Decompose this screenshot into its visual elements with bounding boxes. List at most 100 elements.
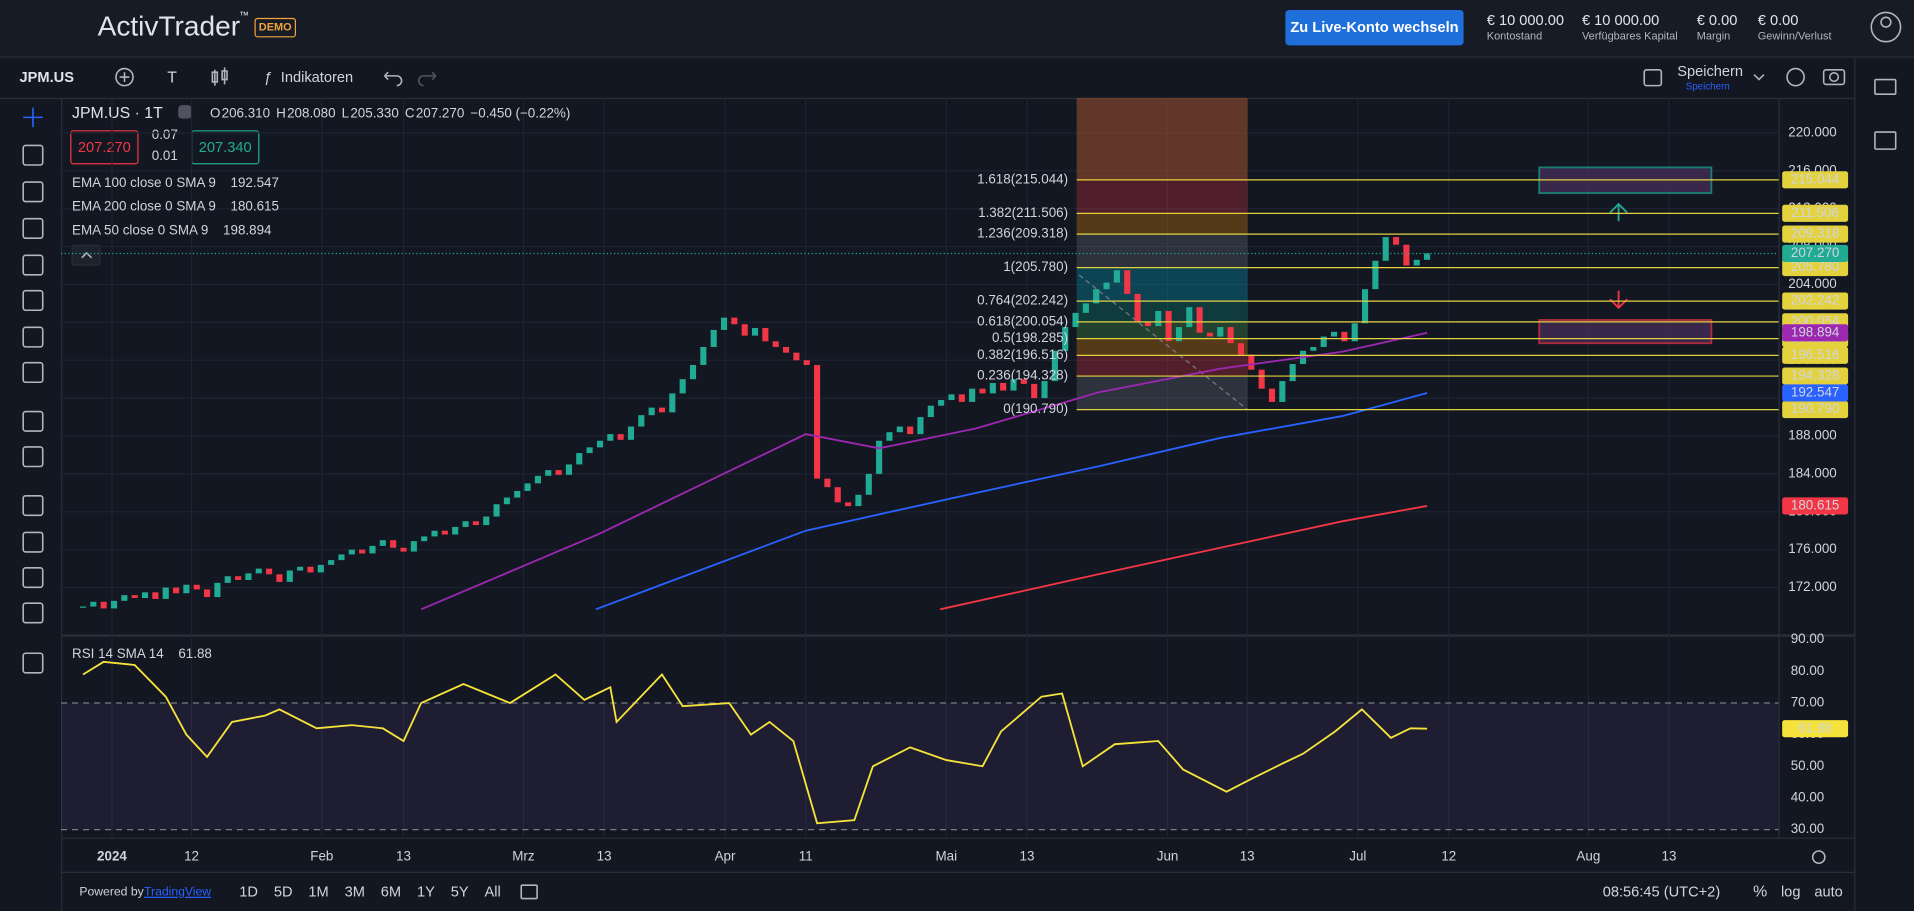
undo[interactable]	[383, 71, 403, 87]
sell-price[interactable]: 207.270	[78, 140, 131, 156]
up-arrow	[1609, 202, 1628, 222]
tool-button[interactable]	[22, 567, 44, 589]
tool-button[interactable]	[22, 181, 44, 203]
tool-button[interactable]	[22, 289, 44, 312]
price-marker	[1782, 171, 1849, 189]
range-button[interactable]: 1M	[308, 884, 328, 900]
range-button[interactable]: 1D	[239, 884, 258, 900]
tool-button[interactable]	[22, 494, 44, 517]
log-toggle[interactable]: log	[1781, 884, 1801, 900]
symbol[interactable]: JPM.US	[20, 70, 75, 86]
ohlc-value: 207.270	[416, 105, 464, 120]
price-marker	[1782, 346, 1849, 364]
provider-link[interactable]: TradingView	[144, 885, 211, 899]
range-button[interactable]: 5D	[274, 884, 293, 900]
tool-button[interactable]	[22, 602, 44, 624]
tool-button[interactable]	[22, 144, 44, 166]
rsi-name: RSI 14 SMA 14	[72, 646, 164, 661]
range-button[interactable]: 5Y	[451, 884, 469, 900]
tool-button[interactable]	[22, 326, 44, 348]
fib-band	[1076, 321, 1248, 339]
powered-by: Powered by	[79, 885, 144, 899]
live-button[interactable]	[1285, 9, 1464, 46]
screenshot[interactable]	[1822, 68, 1846, 86]
candle	[607, 434, 614, 441]
tool-button[interactable]	[22, 361, 44, 384]
y-tick-label: 220.000	[1788, 124, 1836, 139]
badge: DEMO	[259, 22, 292, 34]
candle	[100, 601, 107, 609]
tool-button[interactable]	[22, 446, 44, 468]
candle	[896, 426, 903, 433]
candle	[845, 502, 852, 507]
auto-toggle[interactable]: auto	[1814, 884, 1842, 900]
tool-icon	[22, 602, 44, 624]
indicators[interactable]: Indikatoren	[281, 70, 353, 86]
range-button[interactable]: All	[485, 884, 501, 900]
price-marker-label: 205.780	[1791, 259, 1839, 274]
x-tick-label: 12	[1441, 849, 1456, 864]
ohlc-key: O	[210, 105, 220, 120]
candle	[1424, 253, 1431, 260]
range-button[interactable]: 1Y	[417, 884, 435, 900]
price-marker	[1782, 384, 1849, 402]
axis-settings[interactable]	[1811, 850, 1826, 864]
price-marker	[1782, 497, 1849, 515]
candle	[1320, 336, 1327, 347]
x-tick-label: 13	[1019, 849, 1034, 864]
price-marker-label: 61.88	[1798, 720, 1832, 735]
x-tick-label: 13	[396, 849, 411, 864]
candle	[865, 473, 872, 495]
tool-button[interactable]	[22, 652, 44, 674]
save[interactable]: Speichern	[1677, 64, 1743, 80]
tool-button[interactable]	[22, 410, 44, 432]
fib-label: 1(205.780)	[1003, 259, 1068, 274]
candle	[317, 564, 324, 573]
ema-line	[420, 331, 1428, 611]
tool-button[interactable]	[22, 531, 44, 553]
chart-type[interactable]	[211, 67, 228, 86]
candle	[1113, 270, 1120, 283]
tool-button[interactable]	[22, 217, 44, 240]
rsi-tick-label: 50.00	[1791, 758, 1825, 773]
redo[interactable]	[417, 71, 437, 87]
live-button-label[interactable]: Zu Live-Konto wechseln	[1290, 20, 1458, 36]
candle	[658, 407, 666, 413]
avatar[interactable]	[1870, 11, 1902, 43]
price-marker	[1782, 292, 1849, 310]
ema-line	[595, 392, 1428, 611]
fib-trend	[1078, 274, 1248, 411]
tool-icon	[22, 217, 44, 240]
candle	[1217, 327, 1224, 337]
collapse-legend[interactable]	[71, 244, 101, 266]
legend-toggle[interactable]	[178, 105, 192, 119]
range-button[interactable]: 6M	[381, 884, 401, 900]
fib-label: 0.236(194.328)	[977, 368, 1068, 383]
buy-price[interactable]: 207.340	[199, 140, 252, 156]
text-tool[interactable]: T	[167, 70, 177, 87]
tool-button[interactable]	[22, 254, 44, 276]
range-button[interactable]: 3M	[345, 884, 365, 900]
candle	[1351, 323, 1358, 342]
x-tick-label: 2024	[97, 849, 127, 864]
candle	[348, 549, 355, 555]
ema-line	[939, 505, 1428, 611]
tool-button[interactable]	[23, 107, 43, 128]
candle	[1279, 381, 1286, 402]
news[interactable]	[1874, 131, 1897, 150]
tool-icon	[22, 254, 44, 276]
candle	[596, 440, 604, 448]
date-range[interactable]	[520, 884, 538, 900]
checkbox[interactable]	[1643, 68, 1663, 87]
add-symbol[interactable]	[115, 67, 134, 87]
percent-toggle[interactable]: %	[1753, 884, 1767, 901]
add-icon	[119, 72, 130, 82]
sell-box[interactable]	[70, 130, 139, 165]
candle	[979, 388, 986, 394]
dropdown[interactable]	[1753, 74, 1765, 81]
indicator-name: EMA 200 close 0 SMA 9	[72, 199, 216, 214]
mail[interactable]	[1874, 78, 1897, 95]
settings[interactable]	[1786, 67, 1805, 87]
